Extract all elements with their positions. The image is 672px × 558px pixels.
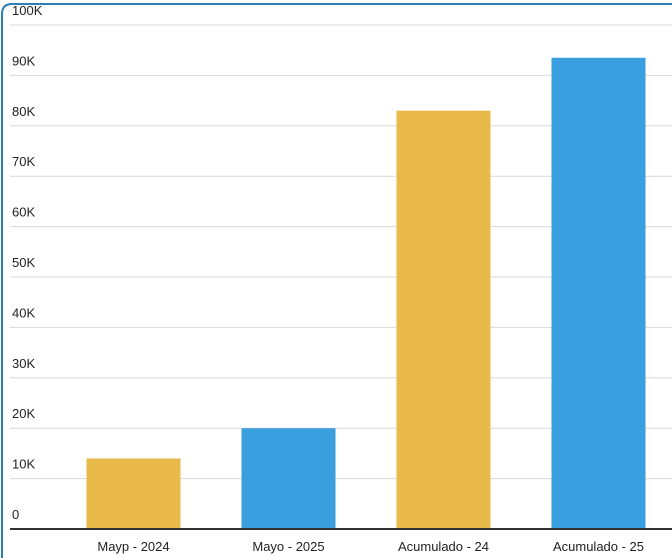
x-tick-label: Acumulado - 24 (398, 539, 489, 554)
y-tick-label: 50K (12, 255, 35, 270)
y-tick-label: 60K (12, 205, 35, 220)
bar (551, 57, 646, 529)
x-tick-label: Mayo - 2025 (252, 539, 324, 554)
y-tick-label: 70K (12, 154, 35, 169)
y-tick-label: 0 (12, 507, 19, 522)
y-tick-label: 80K (12, 104, 35, 119)
y-tick-label: 20K (12, 406, 35, 421)
y-tick-label: 100K (12, 3, 43, 18)
x-tick-label: Acumulado - 25 (553, 539, 644, 554)
bar (86, 458, 181, 529)
y-tick-label: 10K (12, 457, 35, 472)
y-tick-label: 90K (12, 53, 35, 68)
y-tick-label: 40K (12, 305, 35, 320)
x-tick-label: Mayp - 2024 (97, 539, 169, 554)
y-tick-label: 30K (12, 356, 35, 371)
frame (1, 3, 672, 558)
bar (396, 110, 491, 530)
bar (241, 428, 336, 529)
